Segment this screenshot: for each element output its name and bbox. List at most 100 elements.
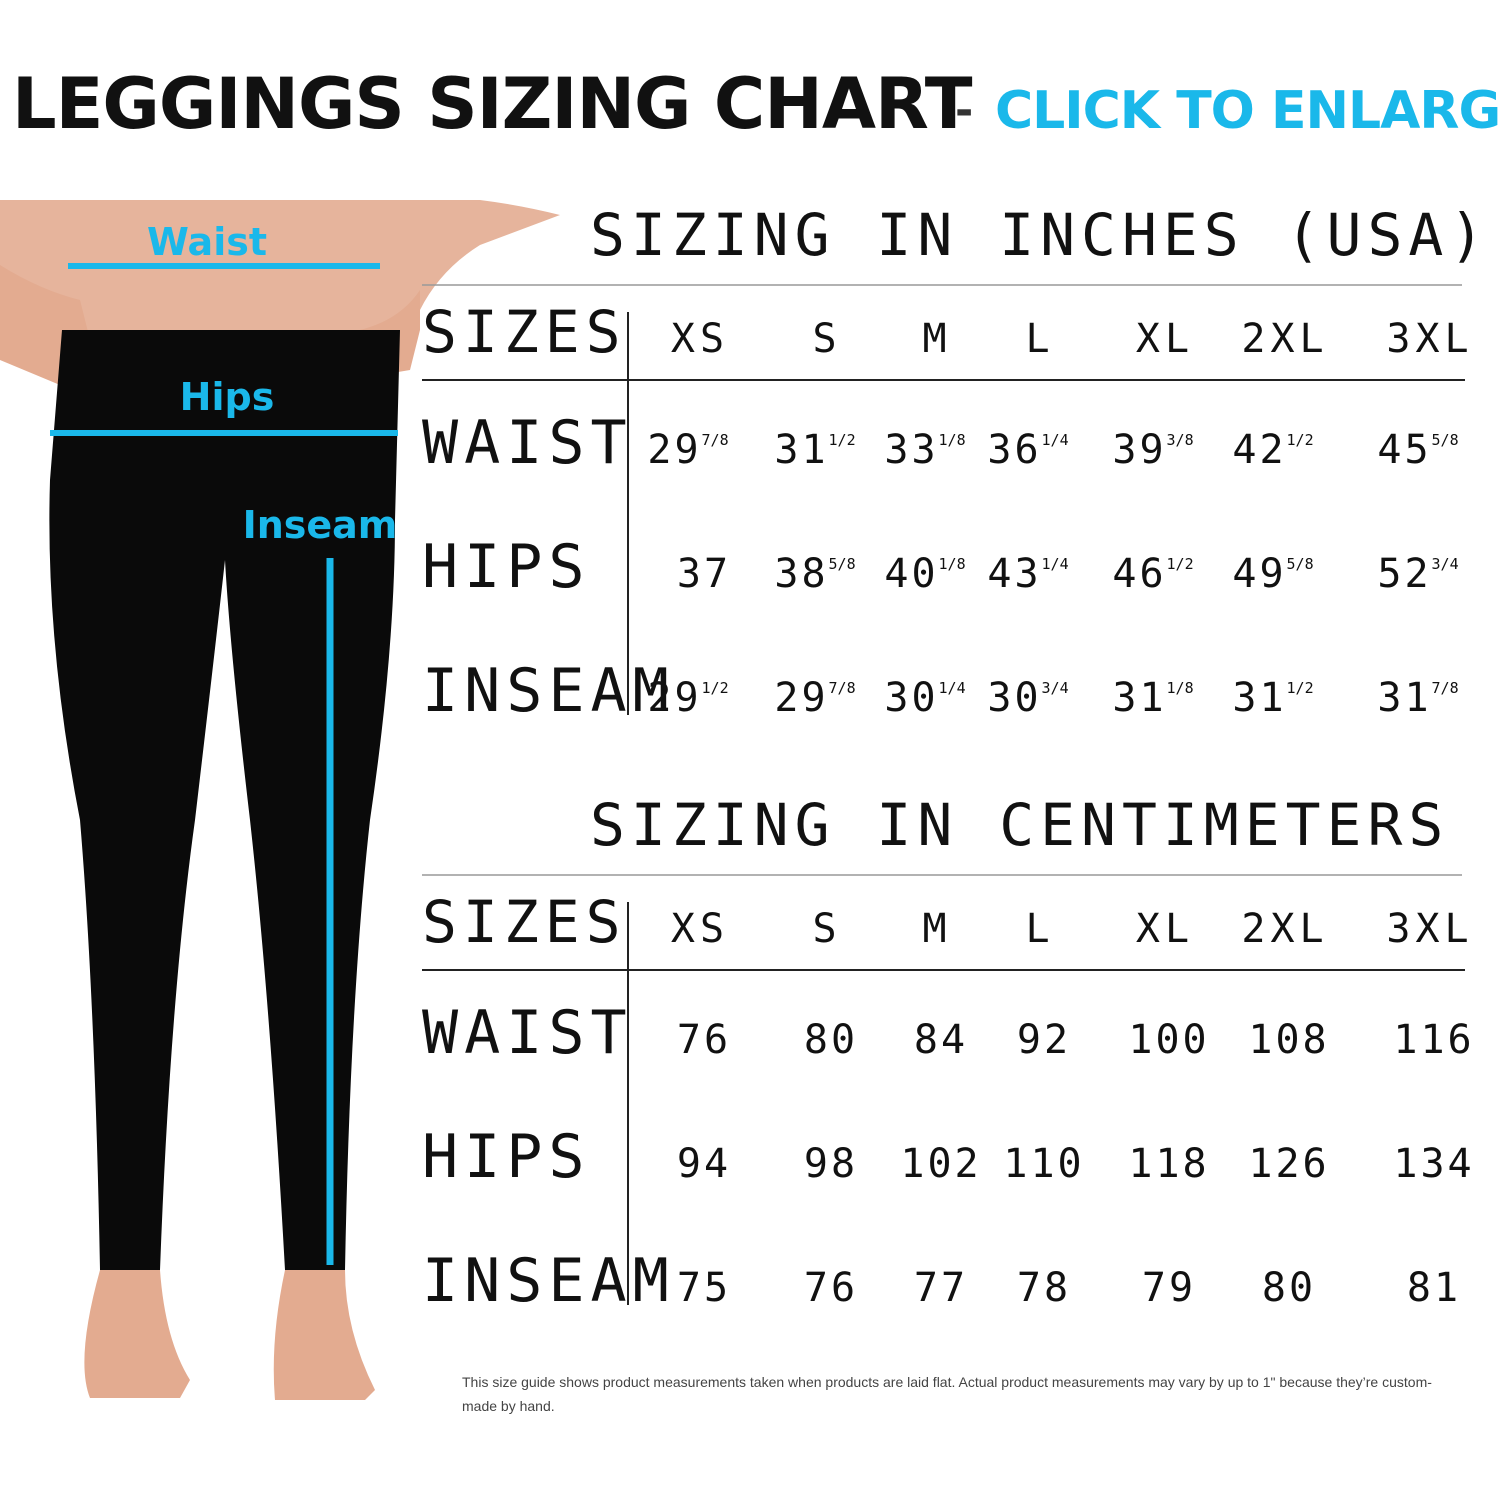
- cell-value: 79: [1142, 1265, 1196, 1311]
- cell-value: 431/4: [987, 551, 1068, 597]
- row-label: HIPS: [422, 532, 591, 602]
- cell-value: 311/2: [1232, 675, 1313, 721]
- cell-whole: 42: [1232, 427, 1286, 473]
- size-header: L: [1025, 906, 1054, 952]
- cell-value: 80: [1262, 1265, 1316, 1311]
- cell-value: 100: [1128, 1017, 1209, 1063]
- cell-value: 81: [1407, 1265, 1461, 1311]
- cell-whole: 46: [1112, 551, 1166, 597]
- cell-value: 92: [1017, 1017, 1071, 1063]
- cell-value: 361/4: [987, 427, 1068, 473]
- cell-value: 94: [677, 1141, 731, 1187]
- size-header: 3XL: [1386, 316, 1473, 362]
- size-header: M: [922, 906, 951, 952]
- cell-value: 297/8: [647, 427, 728, 473]
- cell-whole: 40: [884, 551, 938, 597]
- cell-value: 311/8: [1112, 675, 1193, 721]
- cell-whole: 31: [774, 427, 828, 473]
- cell-fraction: 1/4: [939, 679, 966, 697]
- cell-value: 461/2: [1112, 551, 1193, 597]
- enlarge-link[interactable]: CLICK TO ENLARGE: [995, 81, 1500, 141]
- cell-fraction: 7/8: [702, 431, 729, 449]
- cell-whole: 30: [987, 675, 1041, 721]
- cell-value: 301/4: [884, 675, 965, 721]
- separator: -: [955, 85, 973, 136]
- size-header: L: [1025, 316, 1054, 362]
- cell-value: 108: [1248, 1017, 1329, 1063]
- cell-whole: 33: [884, 427, 938, 473]
- cell-value: 401/8: [884, 551, 965, 597]
- table-title: SIZING IN CENTIMETERS (UK): [590, 791, 1500, 859]
- cell-fraction: 1/4: [1042, 555, 1069, 573]
- cell-fraction: 1/4: [1042, 431, 1069, 449]
- cell-value: 77: [914, 1265, 968, 1311]
- cell-value: 331/8: [884, 427, 965, 473]
- size-header: S: [812, 316, 841, 362]
- cell-whole: 31: [1112, 675, 1166, 721]
- cell-value: 84: [914, 1017, 968, 1063]
- cell-value: 75: [677, 1265, 731, 1311]
- cell-value: 291/2: [647, 675, 728, 721]
- cell-value: 393/8: [1112, 427, 1193, 473]
- cell-fraction: 1/8: [939, 431, 966, 449]
- size-header: M: [922, 316, 951, 362]
- table-title: SIZING IN INCHES (USA): [590, 201, 1490, 269]
- cell-value: 311/2: [774, 427, 855, 473]
- footnote: This size guide shows product measuremen…: [462, 1374, 1432, 1414]
- cell-fraction: 3/4: [1042, 679, 1069, 697]
- cell-fraction: 5/8: [829, 555, 856, 573]
- cell-value: 455/8: [1377, 427, 1458, 473]
- cell-fraction: 7/8: [829, 679, 856, 697]
- title: LEGGINGS SIZING CHART: [12, 63, 973, 145]
- size-header: 2XL: [1241, 906, 1328, 952]
- cell-value: 76: [677, 1017, 731, 1063]
- cell-value: 421/2: [1232, 427, 1313, 473]
- cell-whole: 36: [987, 427, 1041, 473]
- cell-value: 297/8: [774, 675, 855, 721]
- cell-whole: 39: [1112, 427, 1166, 473]
- cell-fraction: 1/2: [829, 431, 856, 449]
- cell-fraction: 3/8: [1167, 431, 1194, 449]
- cell-value: 80: [804, 1017, 858, 1063]
- cell-whole: 31: [1232, 675, 1286, 721]
- cell-whole: 29: [774, 675, 828, 721]
- cell-fraction: 1/2: [1287, 431, 1314, 449]
- cell-value: 116: [1393, 1017, 1474, 1063]
- cell-value: 385/8: [774, 551, 855, 597]
- row-header: SIZES: [422, 298, 627, 366]
- row-header: SIZES: [422, 888, 627, 956]
- cell-value: 523/4: [1377, 551, 1458, 597]
- cell-fraction: 1/8: [939, 555, 966, 573]
- cell-fraction: 1/8: [1167, 679, 1194, 697]
- row-label: INSEAM: [422, 656, 675, 726]
- size-header: XL: [1136, 316, 1194, 362]
- cell-value: 118: [1128, 1141, 1209, 1187]
- inseam-label: Inseam: [243, 503, 398, 547]
- row-label: WAIST: [422, 408, 633, 478]
- size-header: 3XL: [1386, 906, 1473, 952]
- model-figure: Waist Hips Inseam: [0, 200, 560, 1400]
- cell-fraction: 7/8: [1432, 679, 1459, 697]
- cell-value: 126: [1248, 1141, 1329, 1187]
- cell-whole: 49: [1232, 551, 1286, 597]
- cell-fraction: 3/4: [1432, 555, 1459, 573]
- cell-whole: 31: [1377, 675, 1431, 721]
- size-header: XS: [671, 906, 729, 952]
- cell-value: 495/8: [1232, 551, 1313, 597]
- cell-value: 303/4: [987, 675, 1068, 721]
- size-header: XS: [671, 316, 729, 362]
- row-label: WAIST: [422, 998, 633, 1068]
- row-label: INSEAM: [422, 1246, 675, 1316]
- hips-label: Hips: [180, 375, 275, 419]
- cell-whole: 30: [884, 675, 938, 721]
- cell-fraction: 5/8: [1432, 431, 1459, 449]
- cell-value: 110: [1003, 1141, 1084, 1187]
- cell-fraction: 1/2: [702, 679, 729, 697]
- cell-value: 76: [804, 1265, 858, 1311]
- cell-whole: 43: [987, 551, 1041, 597]
- cell-whole: 29: [647, 675, 701, 721]
- cell-fraction: 5/8: [1287, 555, 1314, 573]
- size-header: XL: [1136, 906, 1194, 952]
- waist-label: Waist: [147, 220, 267, 264]
